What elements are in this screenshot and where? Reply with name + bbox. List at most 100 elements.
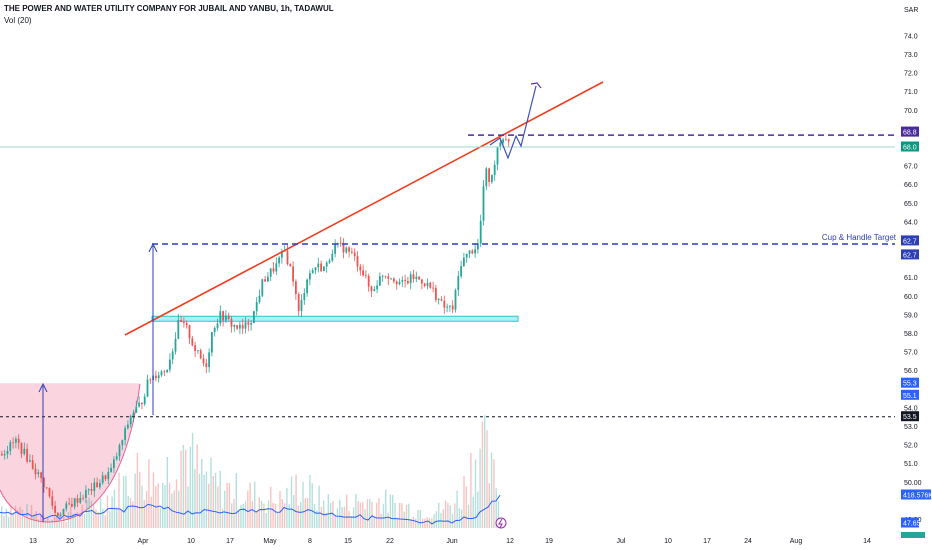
volume-bar [408,503,410,528]
volume-bar [145,490,148,528]
volume-bar [60,521,63,528]
lightning-icon [495,517,507,529]
volume-bar [424,518,426,528]
volume-bar [1,506,3,528]
volume-bar [44,520,47,528]
volume-bar [95,509,97,528]
candle-body [127,424,129,429]
candle-body [359,266,362,271]
candle-body [398,281,401,285]
volume-bar [49,521,51,528]
volume-bar [116,506,118,528]
candle-body [401,280,404,282]
candle-body [225,315,227,321]
time-tick-label: May [263,538,277,545]
candle-body [171,351,174,360]
candle-body [3,454,6,456]
candle-body [345,247,348,253]
candle-body [157,375,160,379]
volume-bar [419,509,421,528]
volume-bar [277,512,279,528]
candle-body [51,496,54,506]
candle-body [477,243,479,250]
support-zone [151,315,519,322]
volume-bar [26,503,28,528]
candle-body [124,428,126,441]
volume-bar [415,518,417,528]
candle-body [17,438,20,443]
price-badge-label: 68.8 [903,130,917,137]
candle-body [258,295,261,303]
candle-body [440,299,443,301]
volume-bar [175,479,178,528]
candle-body [300,300,303,311]
volume-bar [187,486,189,528]
volume-bar [235,473,237,528]
volume-bar [208,483,210,528]
volume-bar [249,482,251,528]
volume-indicator-label: Vol (20) [4,16,32,25]
candle-body [309,273,311,280]
volume-bar [463,476,465,528]
candle-body [73,498,76,507]
price-tick-label: 73.0 [904,52,918,59]
candle-body [160,371,163,376]
candle-body [29,460,31,462]
volume-bar [332,501,334,528]
volume-bar [125,475,127,528]
candle-body [180,320,182,322]
volume-bar [247,490,249,528]
volume-bar [403,511,405,528]
volume-bar [467,504,470,528]
volume-ma [0,494,501,525]
volume-bar [14,505,17,528]
volume-bars [1,415,500,528]
volume-bar [283,503,286,528]
volume-bar [281,499,283,528]
candle-body [443,300,446,308]
measure-arrowhead-right [148,242,158,253]
volume-bar [355,493,357,528]
candle-body [393,278,395,282]
volume-bar [56,515,58,528]
time-tick-label: 8 [308,538,312,545]
candle-body [48,488,51,497]
price-badge-label: 55.1 [903,393,917,400]
volume-badge-label: 47.65 [903,521,921,528]
volume-bar [297,505,300,528]
volume-bar [438,502,440,528]
volume-bar [385,489,387,528]
candle-body [505,139,507,141]
candle-body [404,280,406,282]
candle-body [272,268,275,272]
candle-body [43,478,45,488]
volume-bar [242,503,244,528]
candle-body [57,512,59,516]
volume-bar [451,513,454,528]
volume-bar [198,473,201,528]
volume-bar [159,508,162,528]
volume-bar [267,500,270,528]
candle-body [493,164,496,176]
volume-bar [306,497,309,528]
volume-bar [53,517,56,528]
volume-bar [19,506,21,528]
volume-bar [371,501,373,528]
volume-bar [435,511,438,528]
volume-bar [129,497,132,528]
volume-bar [10,506,12,528]
candle-body [244,322,247,329]
price-tick-label: 71.0 [904,89,918,96]
candle-body [197,350,199,352]
volume-bar [109,511,111,528]
candle-body [96,482,98,488]
time-axis: 13 20 Apr 10 17 May 8 15 22 Jun 12 19 Jul 10 17 24 Aug 14 [29,538,871,545]
volume-bar [7,517,10,528]
candle-body [149,379,152,381]
candle-body [34,468,37,475]
volume-bar [194,469,196,528]
candle-body [395,281,398,285]
projection-arrowhead [530,82,542,89]
